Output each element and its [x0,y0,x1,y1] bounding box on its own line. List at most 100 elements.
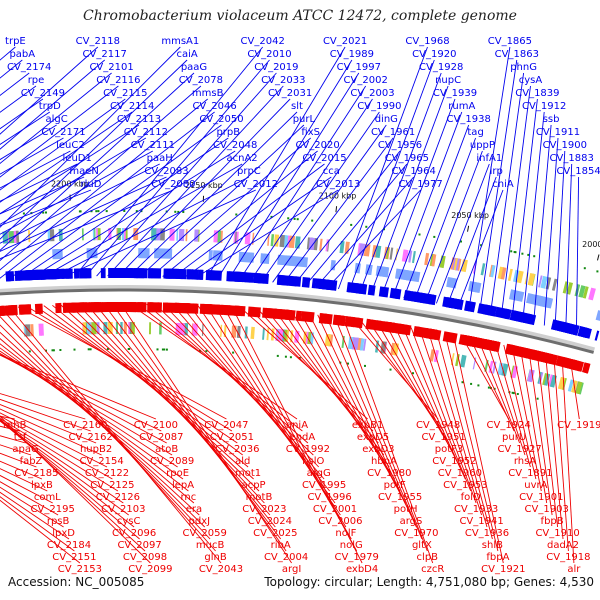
cog-band [460,259,468,273]
forward-gene [311,278,317,289]
rna-mark [135,210,138,213]
reverse-leader-line [385,323,461,468]
tick-label: 2100 kbp [319,191,357,200]
rna-mark [182,211,185,213]
gene-label: CV_2153 [58,564,102,575]
forward-leader-line [0,72,112,165]
forward-gene [594,330,600,341]
rna-mark [477,384,480,387]
forward-leader-line [0,98,208,271]
forward-gene [378,286,389,298]
gene-label: glnB [204,552,226,563]
cog-band [408,250,413,263]
cog-band [176,228,179,241]
topology-summary: Topology: circular; Length: 4,751,080 bp… [264,575,594,589]
rna-mark [73,348,76,351]
gene-label: CV_2001 [313,504,357,515]
gene-label: CV_2195 [31,504,75,515]
gene-label: nolF [335,528,356,539]
gene-label: tsf [14,432,27,443]
gene-label: clpB [417,552,439,563]
reverse-leader-line [334,316,428,552]
rna-mark [527,253,530,256]
gene-label: CV_1956 [378,140,422,151]
genome-backbone [0,285,595,354]
forward-leader-line [479,59,518,312]
gene-label: lpxB [31,480,53,491]
gene-label: CV_2171 [41,127,85,138]
forward-leader-line [30,150,236,279]
cog-band [582,286,589,299]
gene-label: uvrA [524,480,547,491]
cog-band [431,254,437,267]
reverse-leader-line [0,307,216,552]
forward-leader-line [468,46,511,310]
forward-leader-line [414,137,477,300]
gene-label: CV_2162 [69,432,113,443]
reverse-gene [283,309,292,321]
forward-gene-alt [285,255,299,267]
rna-mark [163,348,166,351]
forward-gene [44,269,57,280]
cog-band [513,269,520,283]
backbone-shadow [0,285,595,354]
rna-mark [90,210,93,213]
forward-leader-line [283,137,394,284]
reverse-gene-labels: rnhBtsfapaGfabZCV_2185lpxBcomLCV_2195rps… [3,420,600,575]
gene-label: purL [293,114,316,125]
gene-label: CV_2046 [192,101,236,112]
reverse-gene [295,310,302,322]
gene-label: CV_2111 [131,140,175,151]
gene-label: lepA [172,480,194,491]
cog-band [540,275,548,289]
gene-label: CV_1903 [525,504,569,515]
forward-gene [301,277,311,288]
forward-leader-line [381,98,456,295]
reverse-leader-line [419,328,483,516]
forward-leader-line [74,46,264,277]
tick-label: 2000 kbp [582,240,600,249]
forward-leader-line [173,163,325,278]
rna-mark [389,368,392,371]
gene-label: CV_1865 [488,36,532,47]
rna-mark [105,210,108,213]
gene-label: CV_2048 [213,140,257,151]
forward-leader-line [446,176,497,306]
gene-label: CV_2149 [21,88,65,99]
gene-label: maeN [69,166,99,177]
rna-mark [52,349,55,352]
reverse-leader-line [553,356,569,552]
reverse-leader-line [402,325,472,492]
gene-label: CV_2036 [215,444,259,455]
cog-band [507,268,513,281]
forward-leader-line [0,124,57,161]
gene-label: rpe [28,75,45,86]
gene-label: CV_1928 [419,62,463,73]
rna-mark [235,213,238,216]
cog-band [497,266,505,280]
gene-label: era [186,504,202,515]
forward-gene [403,290,409,301]
tick-label: 2200 kbp [51,180,89,189]
cog-band [324,333,332,347]
forward-leader-line [305,163,408,286]
gene-label: CV_1964 [392,166,436,177]
forward-gene [135,268,145,279]
cog-band [92,228,95,241]
forward-gene [294,276,302,287]
gene-label: CV_1933 [454,504,498,515]
reverse-leader-line [452,334,504,564]
cog-band [537,371,542,384]
forward-leader-line [0,137,147,225]
reverse-gene [102,302,109,313]
forward-gene [464,300,476,313]
gene-label: CV_2024 [248,516,292,527]
cog-band [8,231,15,244]
reverse-leader-line [69,304,260,492]
reverse-leader-line [393,324,466,480]
gene-label: uppP [470,140,495,151]
rna-mark [276,354,279,357]
forward-gene-alt [375,265,389,278]
gene-label: CV_1977 [398,179,442,190]
gene-label: prpC [237,166,261,177]
